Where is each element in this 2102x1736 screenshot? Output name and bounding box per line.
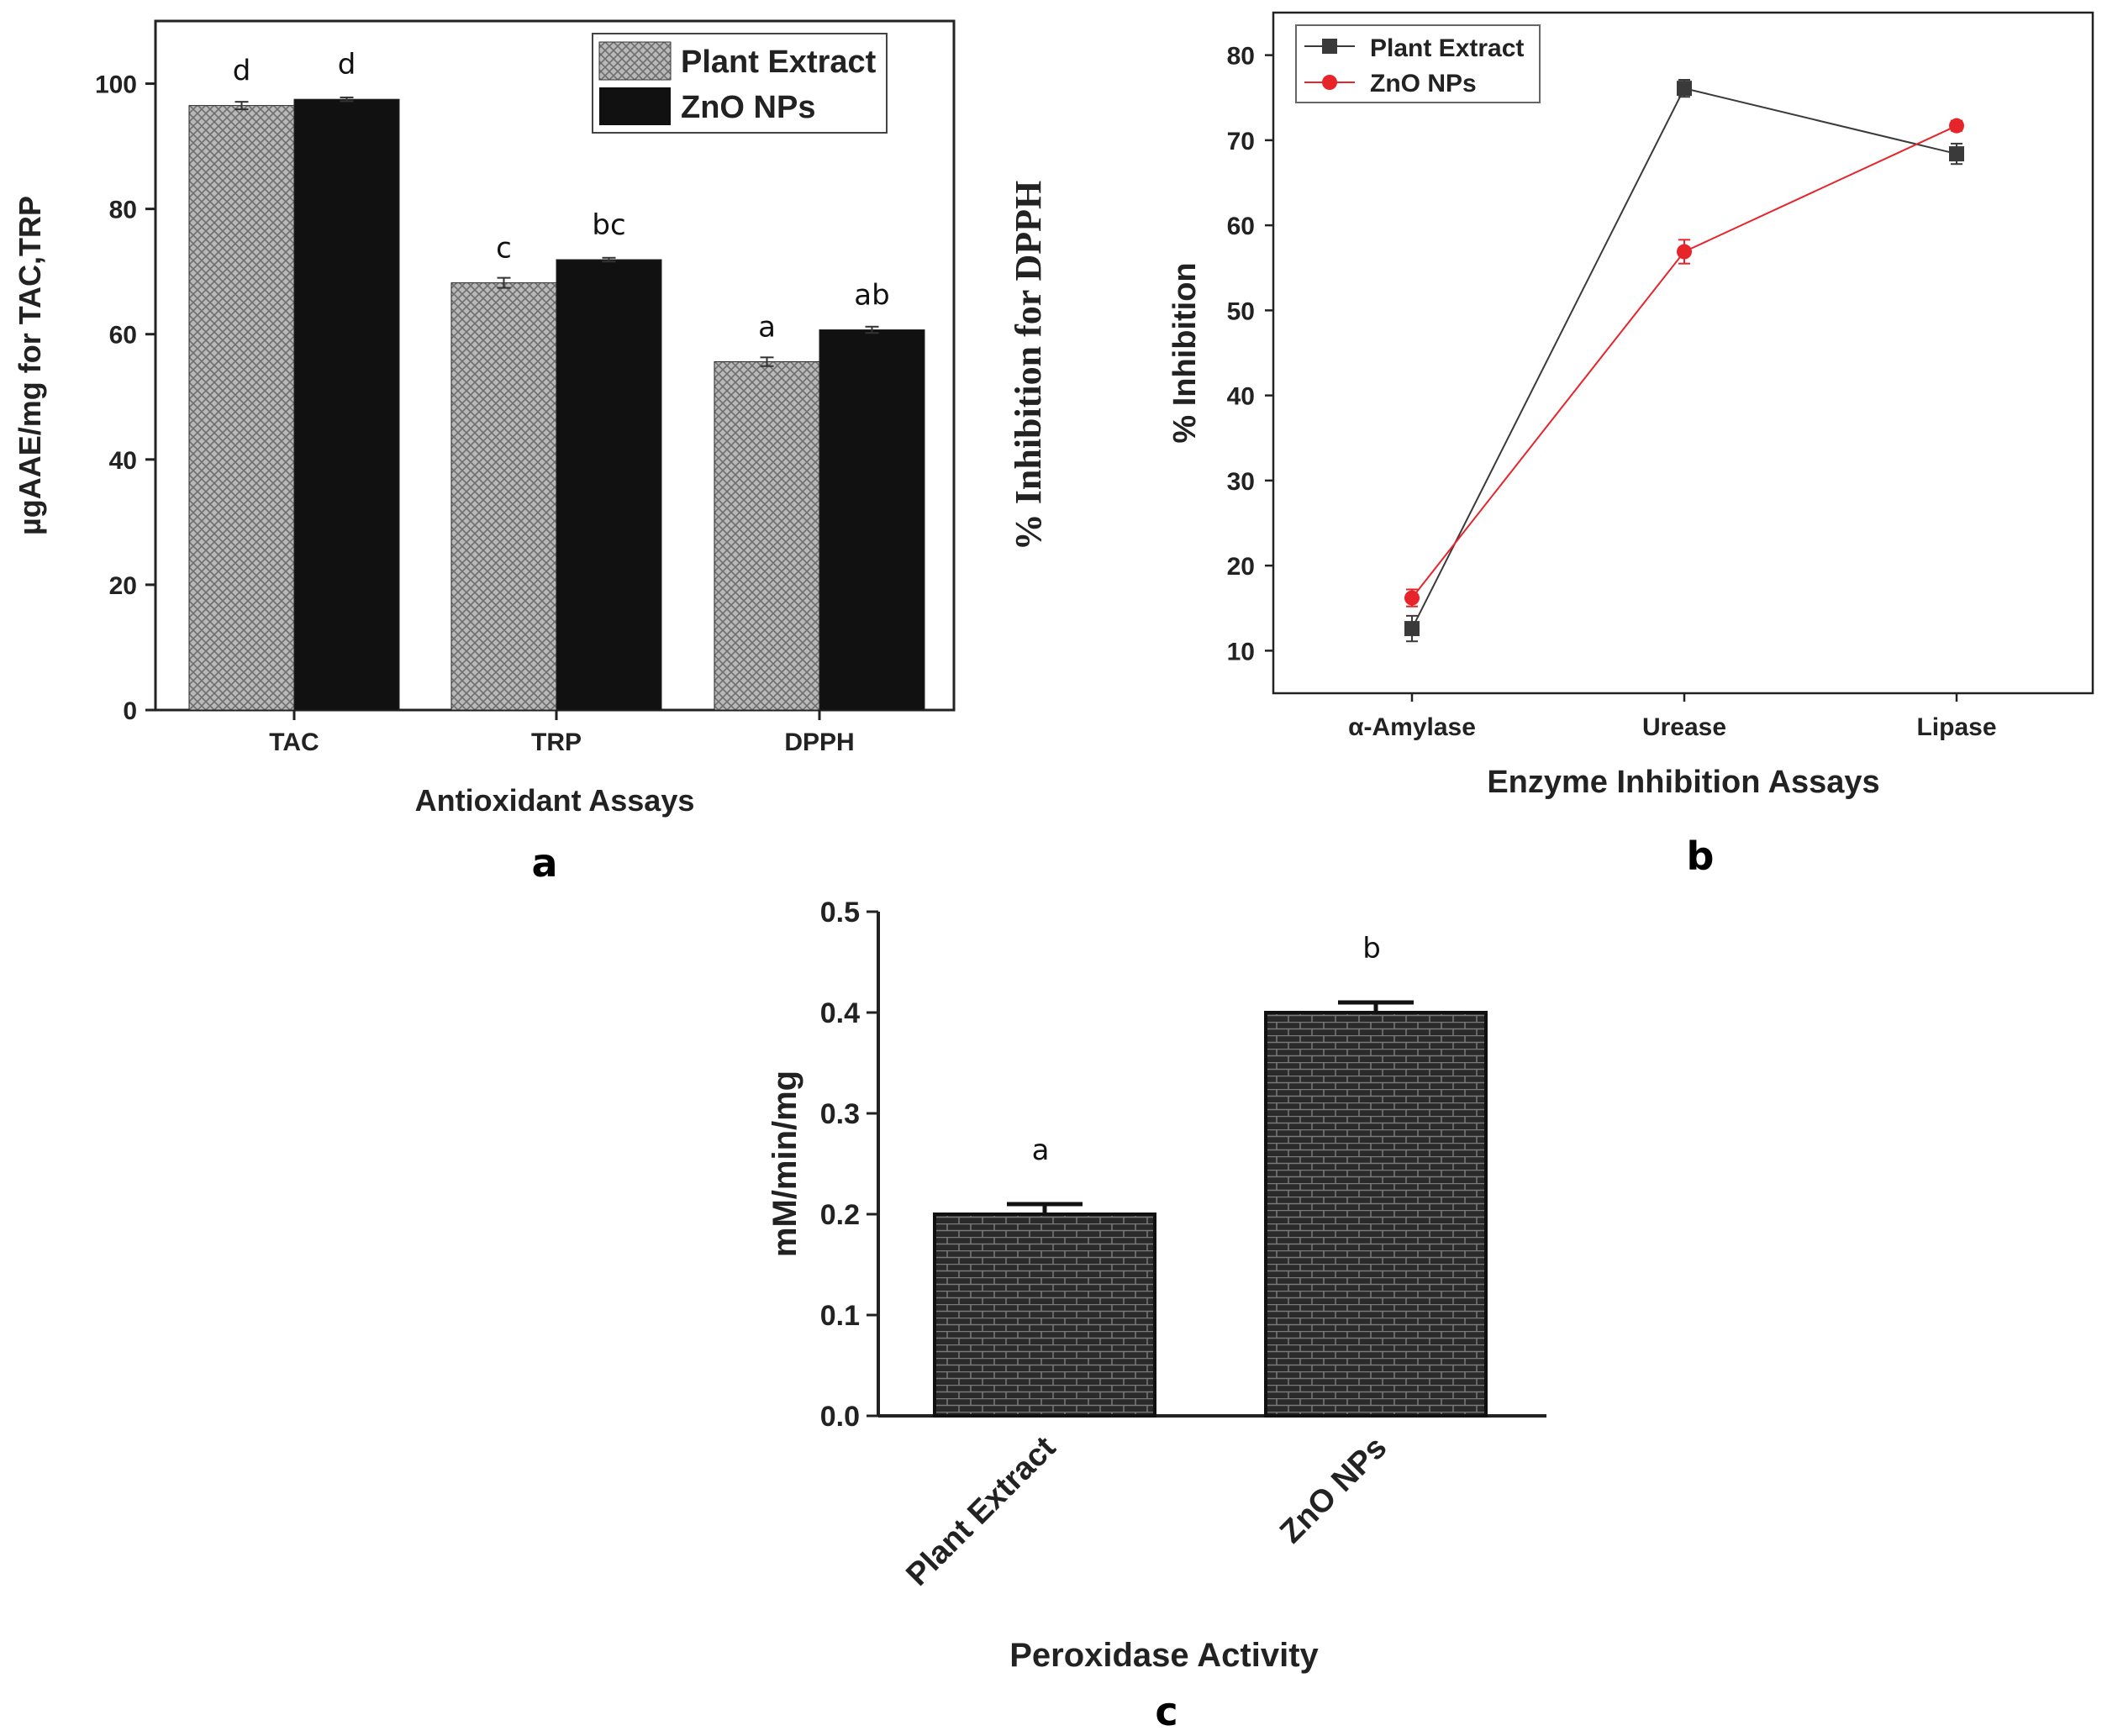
y-tick-label: 0.3 — [820, 1098, 860, 1130]
panel-a-right-axis-title: % Inhibition for DPPH — [1008, 181, 1049, 550]
bar-zno-nps — [556, 259, 662, 711]
y-tick-label: 0.2 — [820, 1199, 860, 1231]
data-point-zno-nps — [1404, 590, 1420, 606]
panel-label-c: c — [1155, 1689, 1177, 1734]
significance-label: a — [758, 311, 776, 345]
series-line-plant-extract — [1411, 87, 1957, 629]
bar-plant-extract — [933, 1213, 1156, 1418]
x-tick-label: Lipase — [1916, 713, 1996, 741]
y-tick-label: 0.5 — [820, 897, 860, 928]
panel-a-bar-chart: 0 20 40 60 80 100 d d c bc a ab TAC TRP DPPH Plant E… — [13, 19, 1049, 886]
y-tick-label: 80 — [1227, 43, 1255, 71]
y-tick-label: 0 — [123, 697, 137, 725]
y-tick-label: 40 — [109, 447, 137, 475]
x-tick-label: Urease — [1642, 713, 1726, 741]
data-point-plant-extract — [1677, 81, 1692, 97]
panel-c-x-axis-title: Peroxidase Activity — [1009, 1637, 1319, 1674]
significance-label: d — [233, 55, 251, 88]
panel-b-legend: Plant Extract ZnO NPs — [1295, 24, 1541, 103]
y-tick-label: 100 — [95, 71, 137, 99]
y-tick-label: 30 — [1227, 468, 1255, 496]
panel-c-bar-chart: 0.0 0.1 0.2 0.3 0.4 0.5 a b Plant Extract ZnO N… — [767, 897, 1546, 1734]
legend-label-zno-nps: ZnO NPs — [1370, 70, 1477, 97]
legend-swatch-zno-nps — [599, 87, 671, 125]
x-tick-label: ZnO NPs — [1273, 1430, 1393, 1550]
y-tick-label: 60 — [109, 322, 137, 350]
y-tick-label: 10 — [1227, 638, 1255, 665]
panel-b-y-axis-title: % Inhibition — [1167, 262, 1203, 443]
y-tick-label: 20 — [109, 572, 137, 600]
legend-box — [1295, 24, 1541, 103]
y-tick-label: 0.4 — [820, 997, 860, 1029]
x-tick-label: TAC — [269, 729, 319, 756]
x-tick-label: TRP — [531, 729, 582, 756]
x-tick-label: α-Amylase — [1348, 713, 1476, 741]
panel-b-plot-frame — [1272, 11, 2094, 695]
x-tick-label: DPPH — [784, 729, 854, 756]
data-point-plant-extract — [1404, 621, 1420, 637]
significance-label: bc — [592, 208, 625, 242]
panel-b-x-axis-title: Enzyme Inhibition Assays — [1487, 765, 1879, 800]
data-point-plant-extract — [1949, 146, 1964, 162]
legend-label-zno-nps: ZnO NPs — [681, 90, 815, 125]
significance-label: b — [1362, 932, 1381, 965]
panel-a-x-axis-title: Antioxidant Assays — [415, 783, 695, 818]
y-tick-label: 0.1 — [820, 1300, 860, 1332]
panel-a-y-axis-title: µgAAE/mg for TAC,TRP — [13, 196, 47, 535]
panel-b-line-chart: 10 20 30 40 50 60 70 80 α-Amylase Urease Lipase P… — [1167, 11, 2094, 879]
significance-label: d — [338, 48, 356, 82]
bar-zno-nps — [1264, 1011, 1488, 1418]
y-tick-label: 50 — [1227, 297, 1255, 325]
series-line-zno-nps — [1411, 124, 1957, 599]
significance-label: ab — [854, 279, 889, 313]
y-tick-label: 70 — [1227, 128, 1255, 155]
significance-label: c — [496, 232, 512, 266]
legend-label-plant-extract: Plant Extract — [1370, 34, 1524, 62]
data-point-zno-nps — [1677, 244, 1692, 260]
x-tick-label: Plant Extract — [899, 1429, 1062, 1592]
legend-marker-plant-extract — [1322, 39, 1337, 54]
bar-plant-extract — [188, 105, 295, 711]
legend-marker-zno-nps — [1322, 75, 1337, 90]
legend-label-plant-extract: Plant Extract — [681, 45, 877, 80]
y-tick-label: 20 — [1227, 553, 1255, 581]
panel-label-b: b — [1687, 834, 1715, 879]
y-tick-label: 80 — [109, 197, 137, 224]
y-tick-label: 60 — [1227, 213, 1255, 240]
significance-label: a — [1032, 1134, 1050, 1167]
panel-a-legend: Plant Extract ZnO NPs — [592, 33, 888, 134]
bar-zno-nps — [293, 98, 400, 711]
panel-label-a: a — [531, 840, 557, 886]
y-tick-label: 40 — [1227, 383, 1255, 411]
bar-plant-extract — [714, 361, 820, 711]
panel-c-y-axis-title: mM/min/mg — [767, 1071, 803, 1257]
legend-swatch-plant-extract — [598, 41, 672, 81]
bar-plant-extract — [450, 282, 557, 711]
y-tick-label: 0.0 — [820, 1401, 860, 1433]
data-point-zno-nps — [1949, 118, 1964, 134]
bar-zno-nps — [819, 329, 925, 711]
